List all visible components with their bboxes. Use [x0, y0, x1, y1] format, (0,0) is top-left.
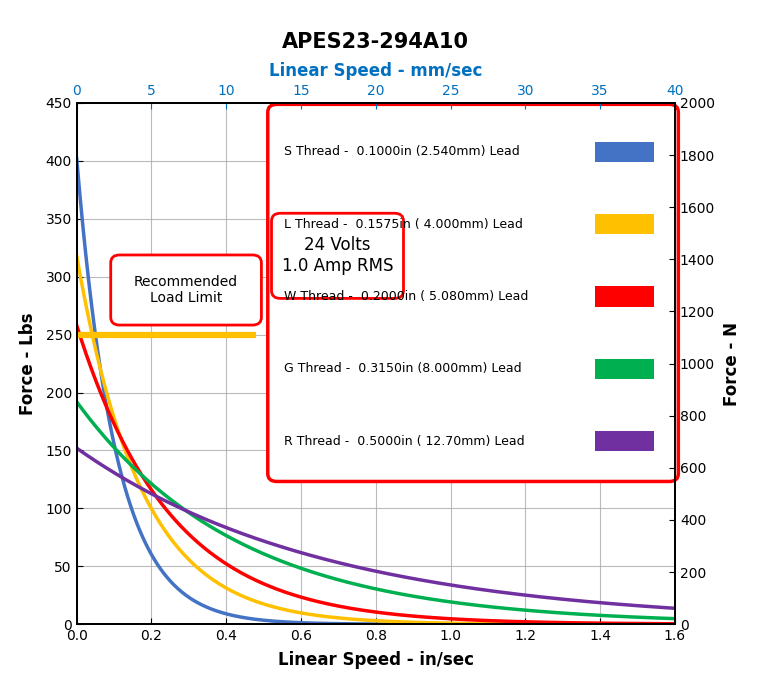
W Thread -  0.2000in ( 5.080mm) Lead — [72, 321, 81, 329]
Text: Recommended
Load Limit: Recommended Load Limit — [134, 275, 238, 305]
X-axis label: Linear Speed - mm/sec: Linear Speed - mm/sec — [269, 62, 482, 80]
W Thread -  0.2000in ( 5.080mm) Lead — [343, 604, 352, 612]
W Thread -  0.2000in ( 5.080mm) Lead — [226, 563, 235, 571]
W Thread -  0.2000in ( 5.080mm) Lead — [472, 616, 481, 624]
S Thread -  0.1000in (2.540mm) Lead — [670, 620, 680, 628]
R Thread -  0.5000in ( 12.70mm) Lead — [72, 444, 81, 452]
L Thread -  0.1575in ( 4.000mm) Lead — [472, 619, 481, 628]
G Thread -  0.3150in (8.000mm) Lead — [425, 595, 434, 603]
FancyBboxPatch shape — [272, 213, 403, 298]
Bar — [594, 286, 654, 307]
S Thread -  0.1000in (2.540mm) Lead — [226, 611, 235, 619]
Y-axis label: Force - Lbs: Force - Lbs — [19, 312, 37, 415]
G Thread -  0.3150in (8.000mm) Lead — [670, 615, 680, 623]
S Thread -  0.1000in (2.540mm) Lead — [178, 589, 187, 597]
G Thread -  0.3150in (8.000mm) Lead — [226, 534, 235, 542]
R Thread -  0.5000in ( 12.70mm) Lead — [343, 560, 352, 569]
R Thread -  0.5000in ( 12.70mm) Lead — [425, 578, 434, 586]
Bar — [594, 142, 654, 162]
W Thread -  0.2000in ( 5.080mm) Lead — [670, 619, 680, 628]
G Thread -  0.3150in (8.000mm) Lead — [72, 398, 81, 406]
R Thread -  0.5000in ( 12.70mm) Lead — [670, 604, 680, 613]
W Thread -  0.2000in ( 5.080mm) Lead — [522, 617, 532, 626]
R Thread -  0.5000in ( 12.70mm) Lead — [178, 505, 187, 513]
L Thread -  0.1575in ( 4.000mm) Lead — [72, 252, 81, 260]
X-axis label: Linear Speed - in/sec: Linear Speed - in/sec — [278, 652, 474, 670]
Text: R Thread -  0.5000in ( 12.70mm) Lead: R Thread - 0.5000in ( 12.70mm) Lead — [284, 435, 525, 447]
Line: W Thread -  0.2000in ( 5.080mm) Lead: W Thread - 0.2000in ( 5.080mm) Lead — [77, 325, 675, 624]
G Thread -  0.3150in (8.000mm) Lead — [522, 606, 532, 615]
S Thread -  0.1000in (2.540mm) Lead — [425, 620, 434, 628]
L Thread -  0.1575in ( 4.000mm) Lead — [226, 587, 235, 595]
W Thread -  0.2000in ( 5.080mm) Lead — [425, 613, 434, 622]
Y-axis label: Force - N: Force - N — [723, 322, 742, 405]
S Thread -  0.1000in (2.540mm) Lead — [72, 154, 81, 163]
Line: L Thread -  0.1575in ( 4.000mm) Lead: L Thread - 0.1575in ( 4.000mm) Lead — [77, 256, 675, 624]
L Thread -  0.1575in ( 4.000mm) Lead — [670, 620, 680, 628]
L Thread -  0.1575in ( 4.000mm) Lead — [178, 549, 187, 557]
S Thread -  0.1000in (2.540mm) Lead — [522, 620, 532, 628]
Bar — [594, 214, 654, 235]
L Thread -  0.1575in ( 4.000mm) Lead — [425, 619, 434, 627]
W Thread -  0.2000in ( 5.080mm) Lead — [178, 524, 187, 532]
Line: S Thread -  0.1000in (2.540mm) Lead: S Thread - 0.1000in (2.540mm) Lead — [77, 158, 675, 624]
R Thread -  0.5000in ( 12.70mm) Lead — [472, 584, 481, 593]
FancyBboxPatch shape — [110, 255, 262, 325]
Text: 24 Volts
1.0 Amp RMS: 24 Volts 1.0 Amp RMS — [281, 237, 393, 275]
G Thread -  0.3150in (8.000mm) Lead — [343, 578, 352, 587]
S Thread -  0.1000in (2.540mm) Lead — [343, 619, 352, 628]
Text: S Thread -  0.1000in (2.540mm) Lead: S Thread - 0.1000in (2.540mm) Lead — [284, 145, 520, 158]
Text: G Thread -  0.3150in (8.000mm) Lead: G Thread - 0.3150in (8.000mm) Lead — [284, 362, 522, 375]
FancyBboxPatch shape — [268, 104, 678, 482]
G Thread -  0.3150in (8.000mm) Lead — [178, 504, 187, 512]
R Thread -  0.5000in ( 12.70mm) Lead — [522, 591, 532, 600]
Line: G Thread -  0.3150in (8.000mm) Lead: G Thread - 0.3150in (8.000mm) Lead — [77, 402, 675, 619]
Title: APES23-294A10: APES23-294A10 — [282, 32, 469, 52]
Text: W Thread -  0.2000in ( 5.080mm) Lead: W Thread - 0.2000in ( 5.080mm) Lead — [284, 290, 528, 303]
Text: L Thread -  0.1575in ( 4.000mm) Lead: L Thread - 0.1575in ( 4.000mm) Lead — [284, 217, 523, 230]
R Thread -  0.5000in ( 12.70mm) Lead — [226, 525, 235, 533]
Bar — [594, 359, 654, 379]
Bar — [594, 431, 654, 451]
G Thread -  0.3150in (8.000mm) Lead — [472, 601, 481, 609]
Line: R Thread -  0.5000in ( 12.70mm) Lead: R Thread - 0.5000in ( 12.70mm) Lead — [77, 448, 675, 608]
L Thread -  0.1575in ( 4.000mm) Lead — [343, 615, 352, 623]
S Thread -  0.1000in (2.540mm) Lead — [472, 620, 481, 628]
L Thread -  0.1575in ( 4.000mm) Lead — [522, 620, 532, 628]
